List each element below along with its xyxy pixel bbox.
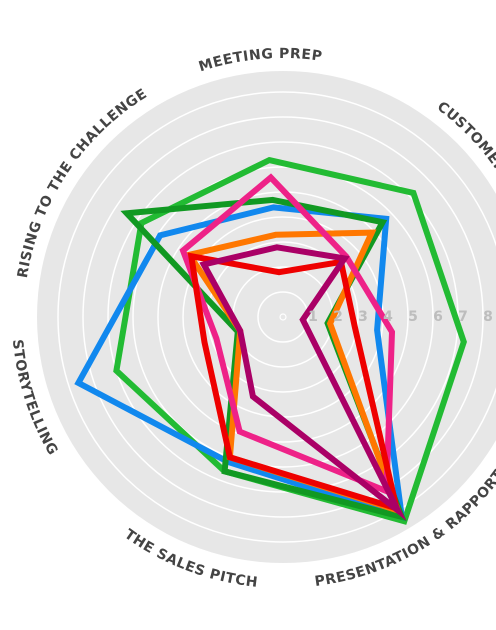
series-line-5 (179, 173, 396, 496)
axis-label-1: MEETING PREP (197, 46, 323, 75)
tick-label-8: 8 (483, 309, 493, 325)
grid-center (279, 313, 287, 321)
tick-label-2: 2 (333, 309, 343, 325)
series-line-6 (187, 252, 401, 513)
series-line-2 (74, 204, 406, 522)
grid-ring-8 (82, 116, 484, 518)
series-layer (74, 156, 467, 525)
tick-label-3: 3 (358, 309, 368, 325)
series-line-3 (120, 196, 407, 522)
tick-label-6: 6 (433, 309, 443, 325)
tick-label-5: 5 (408, 309, 418, 325)
tick-label-7: 7 (458, 309, 468, 325)
grid-ring-9 (57, 91, 496, 543)
series-line-7 (199, 244, 407, 522)
tick-label-1: 1 (308, 309, 318, 325)
grid-ring-6 (132, 166, 434, 468)
tick-label-4: 4 (383, 309, 393, 325)
